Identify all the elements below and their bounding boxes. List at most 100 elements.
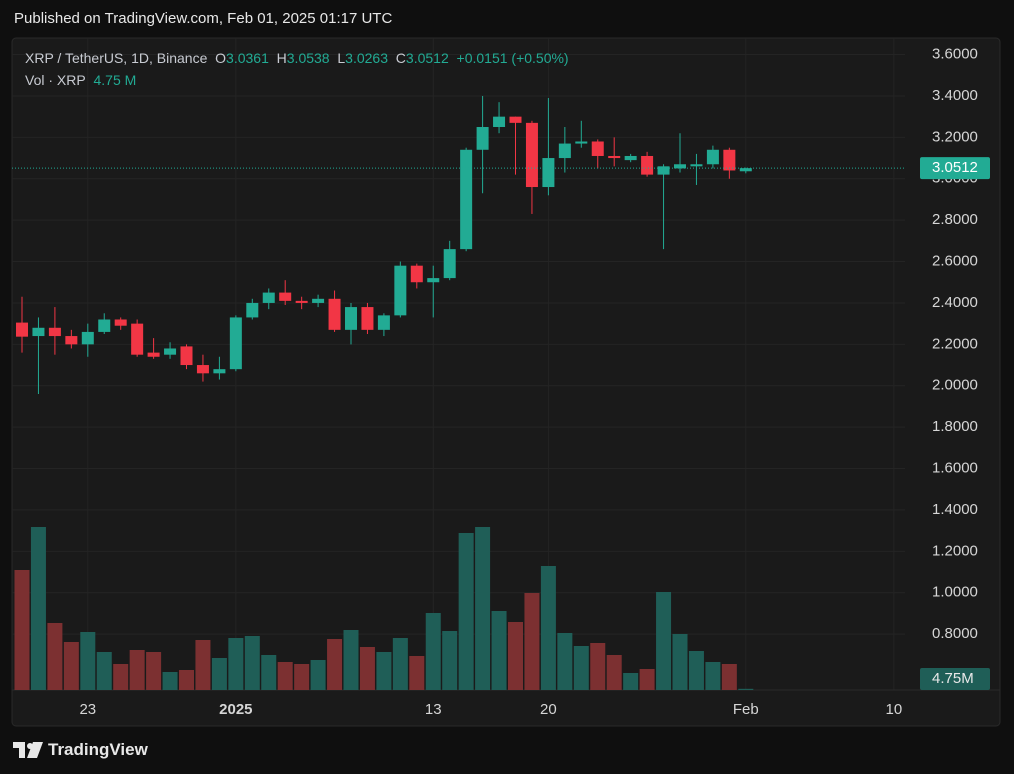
candle-body [394,265,407,316]
y-tick-label: 2.6000 [932,253,978,270]
volume-bar [113,664,129,690]
volume-bar [475,527,491,690]
y-tick-label: 3.2000 [932,128,978,145]
volume-bar [491,611,507,690]
y-tick-label: 3.6000 [932,46,978,63]
candle-body [558,143,571,159]
candle-body [16,322,28,337]
volume-bar [146,652,162,690]
candle-body [706,149,719,165]
legend-row: XRP / TetherUS, 1D, Binance O3.0361 H3.0… [25,47,569,69]
y-tick-label: 3.4000 [932,87,978,104]
candle-body [739,168,752,172]
candle-body [32,327,45,337]
y-tick-label: 0.8000 [932,625,978,642]
volume-bar [47,623,63,690]
footer: TradingView [13,740,148,760]
volume-bar [162,672,178,690]
volume-bar [672,634,688,690]
candle-body [65,336,78,345]
volume-bar [244,636,260,690]
volume-bar [442,631,458,690]
price-badge [920,157,990,180]
x-tick-label: 10 [886,701,903,718]
candle-body [493,116,506,128]
candle-body [460,149,473,250]
volume-bar [96,652,112,690]
volume-bar [557,633,573,690]
candle-body [180,346,193,366]
candle-body [427,278,440,283]
volume-bar [425,613,441,690]
volume-bar [524,593,540,690]
y-tick-label: 1.2000 [932,542,978,559]
candle-body [410,265,423,283]
volume-bar [409,656,425,690]
price-badge-label: 3.0512 [932,159,978,176]
candle-body [131,323,144,355]
c-label: C [395,50,406,66]
x-tick-label: 2025 [219,701,252,718]
volume-bar [179,670,194,690]
candle-body [48,327,61,337]
candle-body [295,300,308,303]
volume-bar [310,660,326,690]
y-tick-label: 2.4000 [932,294,978,311]
volume-bar [656,592,672,690]
volume-bar [705,662,721,690]
candle-body [525,122,538,188]
volume-bar [327,639,343,690]
x-tick-label: Feb [733,701,759,718]
volume-bar [639,669,655,690]
candle-body [114,319,127,326]
y-tick-label: 1.8000 [932,418,978,435]
candle-body [509,116,522,123]
candle-body [591,141,604,156]
volume-bar [343,630,359,690]
volume-bar [63,642,79,690]
volume-bar [688,651,704,690]
candle-body [81,331,94,345]
o-label: O [215,50,227,66]
volume-bar [623,673,639,690]
h-value: 3.0538 [286,50,330,66]
candle-body [723,149,736,171]
y-tick-label: 2.2000 [932,335,978,352]
candle-body [361,307,374,330]
x-tick-label: 23 [79,701,96,718]
y-tick-label: 2.8000 [932,211,978,228]
candle-body [279,292,292,301]
volume-value: 4.75 M [93,72,137,88]
published-note: Published on TradingView.com, Feb 01, 20… [14,10,393,27]
volume-bar [129,650,145,690]
volume-bar [590,643,606,690]
o-value: 3.0361 [226,50,269,66]
volume-badge [920,668,990,690]
candle-body [443,249,456,279]
candle-body [328,298,341,330]
volume-badge-label: 4.75M [932,670,974,687]
volume-bar [80,632,96,690]
volume-bar [540,566,556,690]
candle-body [674,164,686,169]
legend-row: Vol · XRP 4.75 M [25,69,569,91]
candle-body [312,298,325,303]
volume-bar [738,688,754,690]
volume-bar [606,655,622,690]
y-tick-label: 1.0000 [932,584,978,601]
legend: XRP / TetherUS, 1D, Binance O3.0361 H3.0… [25,47,569,91]
candle-body [476,127,489,150]
volume-bar [228,638,244,690]
candle-body [196,365,209,374]
h-label: H [276,50,287,66]
candle-body [147,352,160,357]
candle-body [657,166,670,175]
candle-body [262,292,275,303]
candle-body [608,155,621,159]
logo [13,742,43,758]
volume-bar [261,655,277,690]
volume-bar [195,640,211,690]
candle-body [377,315,390,330]
